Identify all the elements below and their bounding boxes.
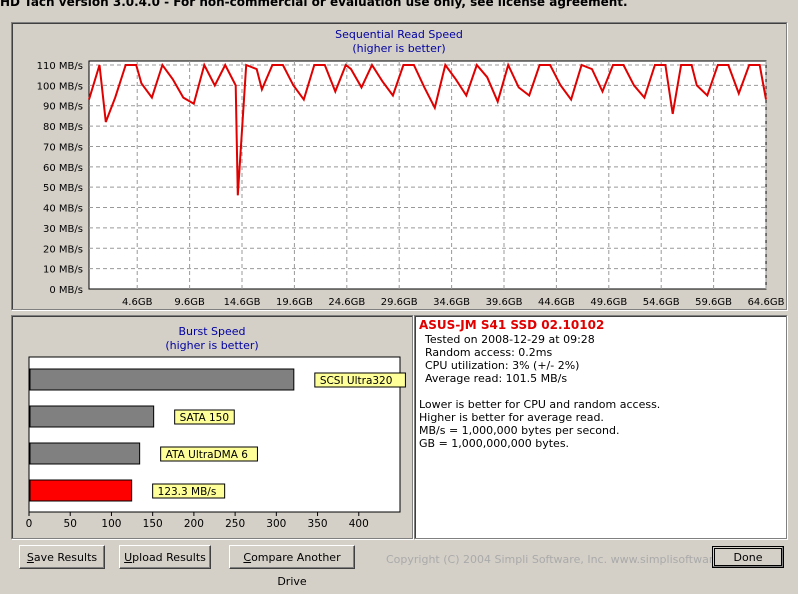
burst-x-tick-label: 300 [266,518,286,530]
seq-x-tick-label: 19.6GB [276,297,313,308]
compare-another-drive-button[interactable]: Compare Another Drive [229,545,355,588]
burst-bar-label: SATA 150 [180,412,229,424]
save-results-accel: S [26,551,34,564]
burst-x-tick-label: 250 [225,518,245,530]
seq-chart-title: Sequential Read Speed (higher is better) [12,28,786,56]
seq-chart-title-text: Sequential Read Speed [335,28,463,41]
burst-x-tick-label: 0 [26,518,33,530]
burst-bar [29,442,141,465]
seq-y-tick-label: 110 MB/s [37,61,83,72]
seq-x-tick-label: 24.6GB [328,297,365,308]
save-results-label: ave Results [33,551,98,564]
copyright-text: Copyright (C) 2004 Simpli Software, Inc.… [386,553,747,566]
burst-chart-title-text: Burst Speed [178,325,246,338]
random-access: Random access: 0.2ms [425,346,553,359]
burst-speed-chart: SCSI Ultra320 SATA 150 ATA UltraDMA 6 123.3… [26,356,406,530]
burst-x-tick-label: 100 [101,518,121,530]
window-title: HD Tach version 3.0.4.0 - For non-commer… [0,0,628,9]
burst-bar-label-box [314,372,406,388]
note-lower-better: Lower is better for CPU and random acces… [419,398,661,411]
burst-x-tick-label: 200 [184,518,204,530]
burst-x-tick-label: 350 [308,518,328,530]
seq-x-tick-label: 49.6GB [590,297,627,308]
burst-bar-label: ATA UltraDMA 6 [166,449,249,461]
seq-x-tick-label: 4.6GB [122,297,153,308]
seq-plot-area [88,60,767,290]
sequential-read-panel: Sequential Read Speed (higher is better)… [11,22,787,310]
tested-on: Tested on 2008-12-29 at 09:28 [425,333,595,346]
seq-y-tick-label: 100 MB/s [37,81,83,92]
burst-x-tick-label: 50 [64,518,77,530]
seq-y-tick-label: 10 MB/s [43,265,83,276]
done-button[interactable]: Done [712,546,784,568]
upload-results-button[interactable]: Upload Results [119,545,211,569]
seq-x-tick-label: 59.6GB [695,297,732,308]
results-info-panel: ASUS-JM S41 SSD 02.10102 Tested on 2008-… [414,315,787,539]
seq-chart-subtitle: (higher is better) [352,42,446,55]
seq-y-tick-label: 70 MB/s [43,142,83,153]
burst-bar-label-box [160,446,258,462]
burst-bar [29,479,133,502]
burst-bar-label: SCSI Ultra320 [320,375,393,387]
seq-y-tick-label: 60 MB/s [43,163,83,174]
burst-x-tick-label: 400 [349,518,369,530]
seq-y-tick-label: 50 MB/s [43,183,83,194]
cpu-utilization: CPU utilization: 3% (+/- 2%) [425,359,580,372]
note-gb-definition: GB = 1,000,000,000 bytes. [419,437,570,450]
upload-results-label: pload Results [132,551,206,564]
seq-y-tick-label: 30 MB/s [43,224,83,235]
burst-chart-title: Burst Speed (higher is better) [122,325,302,353]
upload-results-accel: U [124,551,133,564]
compare-drive-label: ompare Another Drive [251,551,341,588]
seq-x-tick-label: 39.6GB [486,297,523,308]
seq-x-tick-label: 9.6GB [174,297,205,308]
seq-y-tick-label: 90 MB/s [43,102,83,113]
burst-bar-label-box [174,409,235,425]
burst-speed-panel: Burst Speed (higher is better) SCSI Ultr… [11,315,413,539]
burst-x-tick-label: 150 [143,518,163,530]
seq-x-tick-label: 34.6GB [433,297,470,308]
seq-read-series-line [88,62,767,196]
seq-y-tick-label: 40 MB/s [43,204,83,215]
note-mbs-definition: MB/s = 1,000,000 bytes per second. [419,424,620,437]
burst-chart-subtitle: (higher is better) [165,339,259,352]
seq-x-tick-label: 64.6GB [748,297,785,308]
burst-bar [29,405,155,428]
average-read: Average read: 101.5 MB/s [425,372,568,385]
burst-bar-label: 123.3 MB/s [158,486,217,498]
burst-bar [29,368,295,391]
sequential-read-chart: 0 MB/s 10 MB/s 20 MB/s 30 MB/s 40 MB/s 50 MB/… [37,60,785,308]
compare-drive-accel: C [243,551,252,564]
seq-y-tick-label: 0 MB/s [49,285,83,296]
burst-bar-label-box [152,483,226,499]
save-results-button[interactable]: Save Results [19,545,105,569]
seq-y-tick-label: 80 MB/s [43,122,83,133]
seq-x-tick-label: 44.6GB [538,297,575,308]
seq-x-tick-label: 14.6GB [224,297,261,308]
seq-x-tick-label: 54.6GB [643,297,680,308]
seq-x-tick-label: 29.6GB [381,297,418,308]
seq-y-tick-label: 20 MB/s [43,244,83,255]
drive-name: ASUS-JM S41 SSD 02.10102 [419,318,605,332]
note-higher-better: Higher is better for average read. [419,411,604,424]
